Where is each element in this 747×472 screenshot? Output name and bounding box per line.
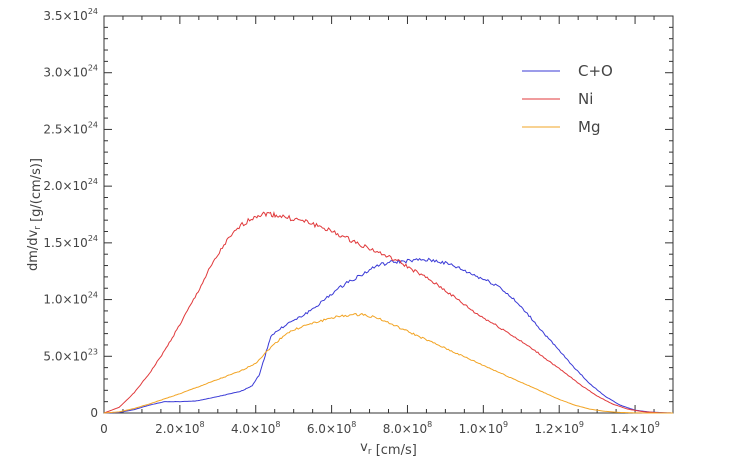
x-tick-label: 6.0×108 (307, 420, 357, 436)
x-tick-label: 1.4×109 (610, 420, 660, 436)
series-line-mg (103, 312, 673, 414)
y-tick-label: 2.0×1024 (43, 177, 98, 193)
y-tick-label: 3.0×1024 (43, 64, 98, 80)
x-tick-label: 1.0×109 (459, 420, 509, 436)
y-axis-title: dm/dvr [g/(cm/s)] (26, 158, 44, 271)
legend: C+O Ni Mg (522, 62, 613, 136)
x-tick-label: 2.0×108 (155, 420, 205, 436)
legend-label: C+O (578, 62, 613, 80)
y-axis: 0 5.0×1023 1.0×1024 1.5×1024 2.0×1024 2.5×102… (43, 7, 673, 420)
legend-label: Mg (578, 118, 600, 136)
y-tick-label: 3.5×1024 (43, 7, 98, 23)
series-line-c-o (103, 257, 674, 414)
x-tick-label: 1.2×109 (534, 420, 584, 436)
series-lines (103, 210, 674, 414)
x-tick-label: 8.0×108 (383, 420, 433, 436)
legend-label: Ni (578, 90, 593, 108)
x-axis-title: vr [cm/s] (360, 440, 417, 458)
y-tick-label: 1.5×1024 (43, 234, 98, 250)
y-tick-label: 1.0×1024 (43, 291, 98, 307)
x-tick-label: 4.0×108 (231, 420, 281, 436)
x-axis: 0 2.0×108 4.0×108 6.0×108 8.0×108 1.0×109 1.2×… (100, 16, 660, 436)
series-line-ni (103, 210, 674, 414)
y-tick-label: 0 (90, 406, 98, 420)
x-tick-label: 0 (100, 422, 108, 436)
y-tick-label: 2.5×1024 (43, 120, 98, 136)
y-tick-label: 5.0×1023 (43, 347, 98, 363)
